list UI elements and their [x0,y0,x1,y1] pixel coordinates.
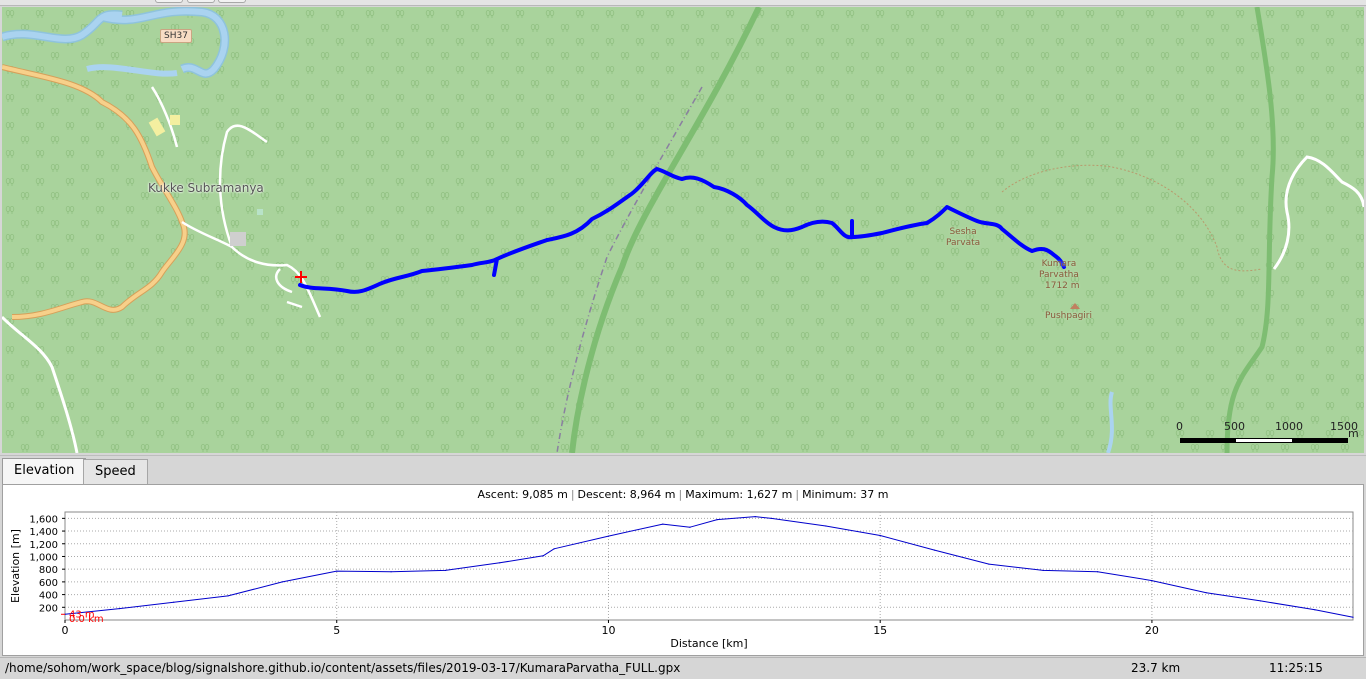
building [148,117,166,137]
cursor-elevation-label: 43 m [69,609,95,620]
minor-road[interactable] [2,315,79,453]
y-tick-label: 600 [39,578,58,589]
elevation-point [607,535,610,537]
main-road[interactable] [2,65,187,319]
river-water [2,8,228,77]
scale-label-0: 0 [1176,420,1183,433]
x-tick-label: 15 [873,624,887,637]
village-roads[interactable] [150,86,322,318]
scale-label-1500: 1500 [1330,420,1358,433]
kumara-elevation-label: 1712 m [1045,281,1080,291]
peak-icon [1070,303,1080,309]
tab-speed[interactable]: Speed [83,459,148,485]
elevation-point [689,526,691,528]
elevation-point [336,570,338,572]
elevation-point [1260,600,1262,602]
elevation-point [499,562,501,564]
building [230,232,246,246]
forest-area [2,7,1364,453]
elevation-point [173,601,175,603]
elevation-point [444,569,447,572]
maximum-stat: Maximum: 1,627 m [685,488,793,501]
kumara-parvatha-label: Kumara Parvatha [1039,259,1079,280]
y-tick-label: 200 [39,603,58,614]
track-time: 11:25:15 [1269,661,1323,675]
x-tick-label: 10 [601,624,615,637]
x-tick-label: 5 [333,624,340,637]
elevation-point [542,555,544,557]
elevation-line[interactable] [64,516,1354,618]
plot-area[interactable] [64,511,1354,621]
minimum-stat: Minimum: 37 m [802,488,889,501]
building [257,209,263,215]
elevation-point [281,581,283,583]
elevation-point [553,548,555,550]
stream [1106,391,1114,453]
descent-stat: Descent: 8,964 m [577,488,676,501]
east-road[interactable] [1272,155,1364,270]
scale-unit: m [1348,427,1359,440]
y-tick-label: 1,000 [29,552,58,563]
x-tick-label: 0 [62,624,69,637]
x-tick-label: 20 [1145,624,1159,637]
elevation-panel: Ascent: 9,085 m | Descent: 8,964 m | Maximum… [2,484,1364,656]
elevation-point [933,549,936,551]
y-tick-label: 1,200 [29,540,58,551]
elevation-point [1151,580,1153,582]
file-path: /home/sohom/work_space/blog/signalshore.… [5,661,681,675]
y-tick-label: 400 [39,591,58,602]
y-tick-label: 800 [39,565,58,576]
elevation-point [662,523,664,525]
elevation-point [1205,592,1207,594]
cursor-distance-label: 0.0 km [69,614,104,625]
elevation-point [988,563,990,565]
elevation-point [1314,609,1316,611]
y-tick-label: 1,400 [29,527,58,538]
elevation-point [879,534,881,537]
ascent-stat: Ascent: 9,085 m [477,488,568,501]
road-shield: SH37 [160,29,192,43]
scale-bar-graphic [1180,438,1348,443]
toolbar-button[interactable] [155,0,183,3]
pushpagiri-label: Pushpagiri [1045,311,1093,321]
town-label: Kukke Subramanya [148,181,264,195]
elevation-point [754,516,756,518]
tab-elevation[interactable]: Elevation [2,458,87,485]
sesha-parvata-label: Sesha Parvata [946,227,981,248]
map-view[interactable]: Kukke Subramanya SH37 Sesha Parvata Kuma… [2,7,1364,453]
park-boundary-east [1224,7,1276,453]
toolbar-button[interactable] [187,0,215,3]
elevation-point [118,607,120,610]
elevation-point [825,525,827,527]
y-axis-label: Elevation [m] [9,529,22,603]
scale-label-1000: 1000 [1275,420,1303,433]
track-stats: Ascent: 9,085 m | Descent: 8,964 m | Maximum… [477,488,889,501]
map-canvas[interactable] [2,7,1364,453]
river-branch [86,64,178,77]
start-marker-icon[interactable] [295,271,307,283]
elevation-point [390,571,392,573]
elevation-point [1096,571,1099,573]
toolbar-button[interactable] [218,0,246,3]
map-scale-bar: 0 500 1000 1500 m [1174,420,1364,450]
x-axis-label: Distance [km] [670,637,747,650]
toolbar-strip [0,0,1366,6]
elevation-point [716,519,718,521]
elevation-point [1042,569,1044,572]
gps-track[interactable] [298,167,1066,294]
elevation-point [1352,616,1354,618]
scale-label-500: 500 [1224,420,1245,433]
chart-tabs: Elevation Speed [0,455,1366,485]
trail-dashed [1001,164,1263,272]
y-tick-label: 1,600 [29,514,58,525]
elevation-point [770,517,773,519]
elevation-point [227,595,229,597]
building [170,115,180,125]
track-distance: 23.7 km [1131,661,1181,675]
status-bar: /home/sohom/work_space/blog/signalshore.… [0,657,1366,679]
park-boundary [569,7,762,453]
